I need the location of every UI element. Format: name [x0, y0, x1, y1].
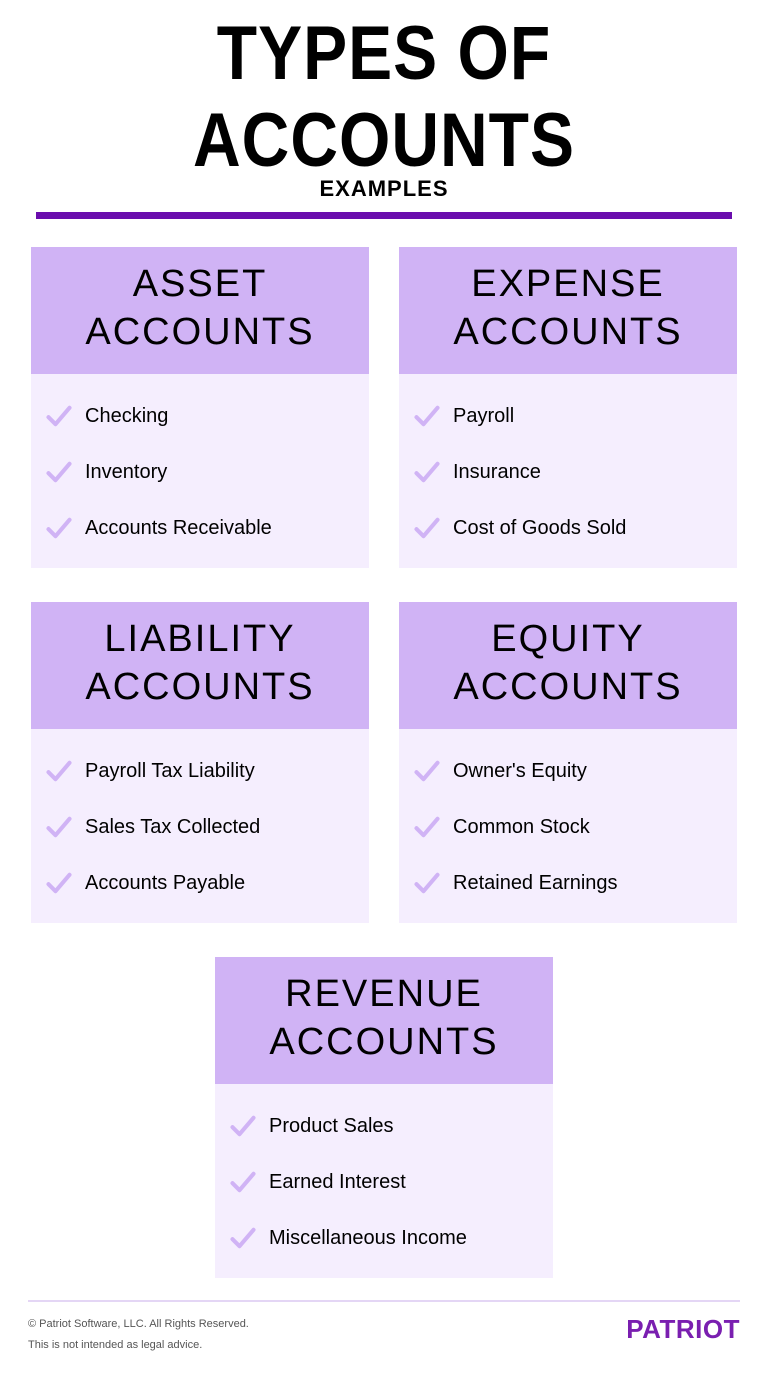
card-body: Product Sales Earned Interest Miscellaneou… — [215, 1084, 553, 1278]
list-item-label: Earned Interest — [269, 1171, 406, 1194]
card-title-line: EQUITY — [407, 616, 729, 664]
card-header: REVENUEACCOUNTS — [215, 957, 553, 1084]
account-card: EXPENSEACCOUNTS Payroll Insurance Cost of G… — [399, 247, 737, 568]
copyright-text: © Patriot Software, LLC. All Rights Rese… — [28, 1314, 249, 1335]
check-icon — [413, 757, 441, 785]
card-body: Owner's Equity Common Stock Retained Earni… — [399, 729, 737, 923]
check-icon — [45, 813, 73, 841]
card-header: ASSETACCOUNTS — [31, 247, 369, 374]
footer: © Patriot Software, LLC. All Rights Rese… — [28, 1300, 740, 1356]
card-header: EQUITYACCOUNTS — [399, 602, 737, 729]
card-body: Payroll Tax Liability Sales Tax Collected… — [31, 729, 369, 923]
check-icon — [413, 514, 441, 542]
disclaimer-text: This is not intended as legal advice. — [28, 1335, 249, 1356]
card-title-line: ACCOUNTS — [39, 309, 361, 357]
list-item-label: Miscellaneous Income — [269, 1227, 467, 1250]
account-card: ASSETACCOUNTS Checking Inventory Accounts R… — [31, 247, 369, 568]
card-body: Payroll Insurance Cost of Goods Sold — [399, 374, 737, 568]
card-title-line: ACCOUNTS — [407, 664, 729, 712]
list-item: Sales Tax Collected — [45, 813, 355, 841]
check-icon — [45, 514, 73, 542]
cards-grid: ASSETACCOUNTSCheckingInventoryAccounts R… — [28, 247, 740, 1278]
check-icon — [413, 869, 441, 897]
list-item-label: Owner's Equity — [453, 760, 587, 783]
check-icon — [413, 458, 441, 486]
check-icon — [45, 757, 73, 785]
list-item-label: Product Sales — [269, 1115, 394, 1138]
list-item-label: Checking — [85, 405, 168, 428]
list-item: Owner's Equity — [413, 757, 723, 785]
list-item: Retained Earnings — [413, 869, 723, 897]
list-item: Miscellaneous Income — [229, 1224, 539, 1252]
list-item-label: Inventory — [85, 461, 167, 484]
check-icon — [413, 402, 441, 430]
list-item: Earned Interest — [229, 1168, 539, 1196]
legal-text: © Patriot Software, LLC. All Rights Rese… — [28, 1314, 249, 1356]
main-title: TYPES OF ACCOUNTS — [28, 9, 740, 184]
list-item: Cost of Goods Sold — [413, 514, 723, 542]
check-icon — [45, 869, 73, 897]
check-icon — [45, 458, 73, 486]
list-item-label: Accounts Payable — [85, 872, 245, 895]
list-item: Insurance — [413, 458, 723, 486]
list-item-label: Payroll Tax Liability — [85, 760, 255, 783]
list-item: Common Stock — [413, 813, 723, 841]
account-card: REVENUEACCOUNTS Product Sales Earned Inter… — [215, 957, 553, 1278]
list-item-label: Common Stock — [453, 816, 590, 839]
check-icon — [413, 813, 441, 841]
card-body: Checking Inventory Accounts Receivable — [31, 374, 369, 568]
footer-divider — [28, 1300, 740, 1302]
check-icon — [229, 1224, 257, 1252]
list-item: Checking — [45, 402, 355, 430]
list-item: Product Sales — [229, 1112, 539, 1140]
list-item: Inventory — [45, 458, 355, 486]
brand-logo: PATRIOT — [626, 1314, 740, 1345]
list-item: Payroll — [413, 402, 723, 430]
account-card: LIABILITYACCOUNTS Payroll Tax Liability Sa… — [31, 602, 369, 923]
account-card: EQUITYACCOUNTS Owner's Equity Common Stock… — [399, 602, 737, 923]
list-item-label: Insurance — [453, 461, 541, 484]
card-title-line: EXPENSE — [407, 261, 729, 309]
list-item-label: Cost of Goods Sold — [453, 517, 626, 540]
check-icon — [229, 1168, 257, 1196]
card-title-line: LIABILITY — [39, 616, 361, 664]
card-title-line: ACCOUNTS — [407, 309, 729, 357]
title-divider — [36, 212, 732, 219]
card-title-line: ASSET — [39, 261, 361, 309]
check-icon — [45, 402, 73, 430]
card-title-line: ACCOUNTS — [223, 1019, 545, 1067]
list-item: Accounts Payable — [45, 869, 355, 897]
list-item: Payroll Tax Liability — [45, 757, 355, 785]
list-item-label: Accounts Receivable — [85, 517, 272, 540]
list-item-label: Retained Earnings — [453, 872, 618, 895]
card-header: EXPENSEACCOUNTS — [399, 247, 737, 374]
card-header: LIABILITYACCOUNTS — [31, 602, 369, 729]
card-title-line: ACCOUNTS — [39, 664, 361, 712]
check-icon — [229, 1112, 257, 1140]
list-item-label: Sales Tax Collected — [85, 816, 260, 839]
list-item-label: Payroll — [453, 405, 514, 428]
card-title-line: REVENUE — [223, 971, 545, 1019]
list-item: Accounts Receivable — [45, 514, 355, 542]
